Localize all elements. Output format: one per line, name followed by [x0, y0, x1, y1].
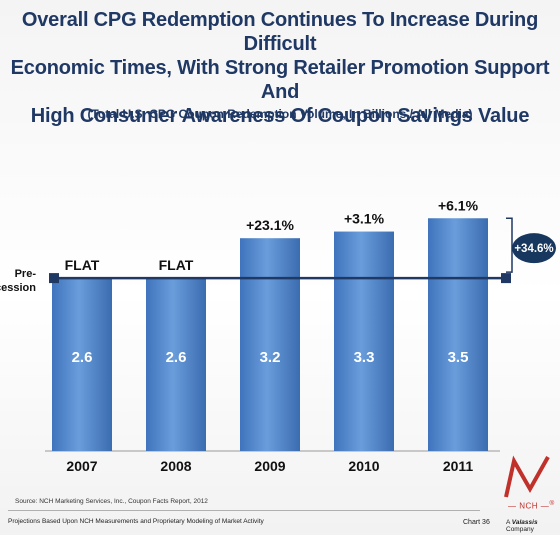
chart-number: Chart 36 — [463, 519, 490, 526]
x-tick-label: 2011 — [443, 458, 474, 474]
nch-logo-text: — NCH —® — [508, 500, 555, 511]
change-label: +6.1% — [438, 197, 479, 213]
reference-label-line2: Recession — [0, 282, 36, 294]
footer-divider — [8, 510, 480, 511]
bar-2009 — [240, 238, 300, 451]
bar-2008 — [146, 278, 206, 451]
chart-title: Overall CPG Redemption Continues To Incr… — [0, 8, 560, 128]
x-tick-label: 2009 — [254, 458, 285, 474]
projection-note: Projections Based Upon NCH Measurements … — [8, 518, 264, 525]
reference-start-marker — [49, 273, 59, 284]
bar-value-label: 3.5 — [448, 349, 469, 366]
total-change-label: +34.6% — [514, 243, 553, 255]
reference-end-marker — [501, 273, 511, 284]
bar-2010 — [334, 231, 394, 451]
total-change-badge — [512, 233, 556, 264]
title-line-1: Overall CPG Redemption Continues To Incr… — [21, 9, 539, 55]
nch-logo — [500, 455, 554, 504]
company-credit: A Valassis Company — [506, 519, 538, 533]
bar-2007 — [52, 278, 112, 451]
change-label: +3.1% — [344, 211, 385, 227]
chart-subtitle: (Total U.S. CPG Coupon Redemption Volume… — [87, 107, 473, 121]
change-label: FLAT — [65, 257, 100, 273]
source-note: Source: NCH Marketing Services, Inc., Co… — [15, 498, 208, 505]
title-line-2: Economic Times, With Strong Retailer Pro… — [10, 57, 550, 103]
bar-value-label: 2.6 — [166, 349, 187, 366]
x-tick-label: 2008 — [160, 458, 191, 474]
x-tick-label: 2010 — [348, 458, 379, 474]
bar-value-label: 3.2 — [260, 349, 281, 366]
title-line-3: High Consumer Awareness Of Coupon Saving… — [30, 105, 530, 127]
reference-label-line1: Pre- — [15, 268, 37, 280]
bar-value-label: 3.3 — [354, 349, 375, 366]
bar-value-label: 2.6 — [72, 349, 93, 366]
x-tick-label: 2007 — [66, 458, 97, 474]
change-label: +23.1% — [246, 217, 294, 233]
change-bracket — [506, 217, 513, 273]
nch-logo-mark — [504, 455, 550, 498]
bar-2011 — [428, 218, 488, 451]
change-label: FLAT — [159, 257, 194, 273]
